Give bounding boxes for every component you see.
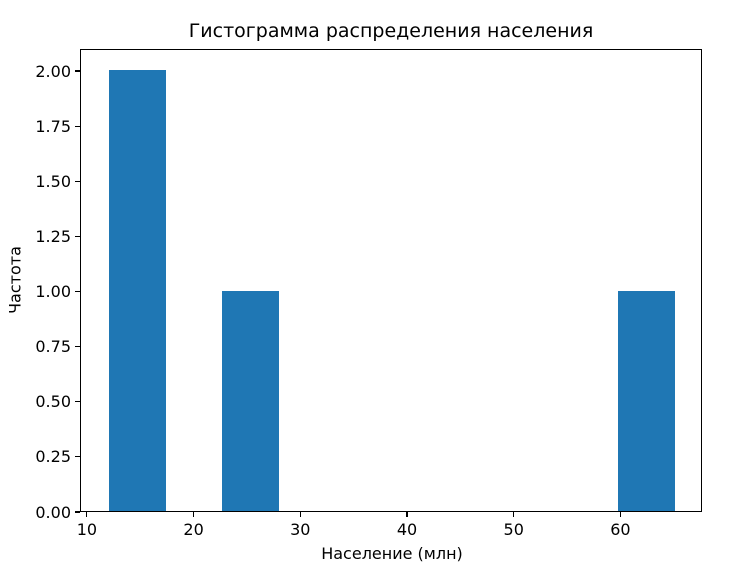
y-tick-mark	[75, 125, 80, 127]
chart-title: Гистограмма распределения населения	[188, 20, 594, 42]
y-tick-label: 0.25	[35, 447, 71, 467]
x-tick-mark	[619, 512, 621, 517]
x-tick-mark	[406, 512, 408, 517]
x-tick-mark	[193, 512, 195, 517]
histogram-bar	[109, 70, 166, 511]
x-tick-mark	[513, 512, 515, 517]
x-tick-label: 50	[503, 520, 524, 539]
y-tick-mark	[75, 401, 80, 403]
y-tick-label: 0.00	[35, 502, 71, 522]
x-tick-label: 30	[290, 520, 311, 539]
histogram-bar	[618, 290, 675, 511]
y-tick-label: 0.50	[35, 392, 71, 412]
y-tick-mark	[75, 235, 80, 237]
y-tick-label: 0.75	[35, 337, 71, 357]
x-tick-label: 10	[76, 520, 98, 539]
x-tick-label: 60	[610, 520, 631, 539]
y-tick-label: 1.25	[35, 226, 71, 246]
y-tick-mark	[75, 70, 80, 72]
plot-area	[80, 49, 702, 512]
y-tick-label: 2.00	[35, 61, 71, 81]
y-axis-label: Частота	[5, 246, 25, 314]
x-axis-label: Население (млн)	[321, 544, 463, 563]
histogram-bar	[222, 290, 279, 511]
x-tick-mark	[86, 512, 88, 517]
y-tick-mark	[75, 346, 80, 348]
y-tick-label: 1.00	[35, 282, 71, 301]
x-tick-label: 20	[183, 520, 204, 539]
y-tick-mark	[75, 180, 80, 182]
y-tick-mark	[75, 456, 80, 458]
y-tick-mark	[75, 290, 80, 293]
y-tick-mark	[75, 511, 80, 513]
y-tick-label: 1.75	[35, 116, 71, 136]
x-tick-mark	[299, 512, 301, 517]
x-tick-label: 40	[396, 520, 418, 539]
y-tick-label: 1.50	[35, 171, 71, 191]
